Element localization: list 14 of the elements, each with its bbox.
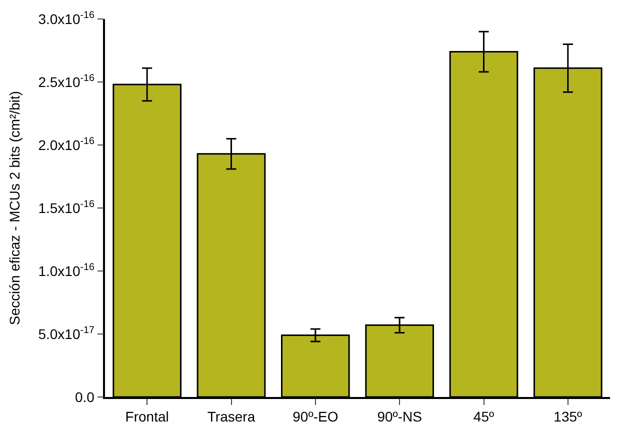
y-tick-label: 2.5x10$^{-16}$ (38, 73, 95, 90)
x-tick-label: 90º-EO (292, 408, 338, 425)
x-tick-label: 45º (473, 408, 494, 425)
y-axis-title: Sección eficaz - MCUs 2 bits (cm²/bit) (6, 90, 22, 326)
y-tick-label: 2.0x10$^{-16}$ (38, 136, 95, 153)
y-tick-label: 1.0x10$^{-16}$ (38, 262, 95, 279)
y-tick-label: 3.0x10$^{-16}$ (38, 10, 95, 27)
y-tick-label: 5.0x10$^{-17}$ (38, 325, 94, 342)
x-tick-label: Trasera (207, 408, 256, 425)
y-tick-label: 0.0 (74, 388, 95, 405)
y-tick-label: 1.5x10$^{-16}$ (38, 199, 95, 216)
x-tick-label: Frontal (125, 408, 169, 425)
x-tick-label: 90º-NS (377, 408, 422, 425)
x-tick-label: 135º (554, 408, 582, 425)
